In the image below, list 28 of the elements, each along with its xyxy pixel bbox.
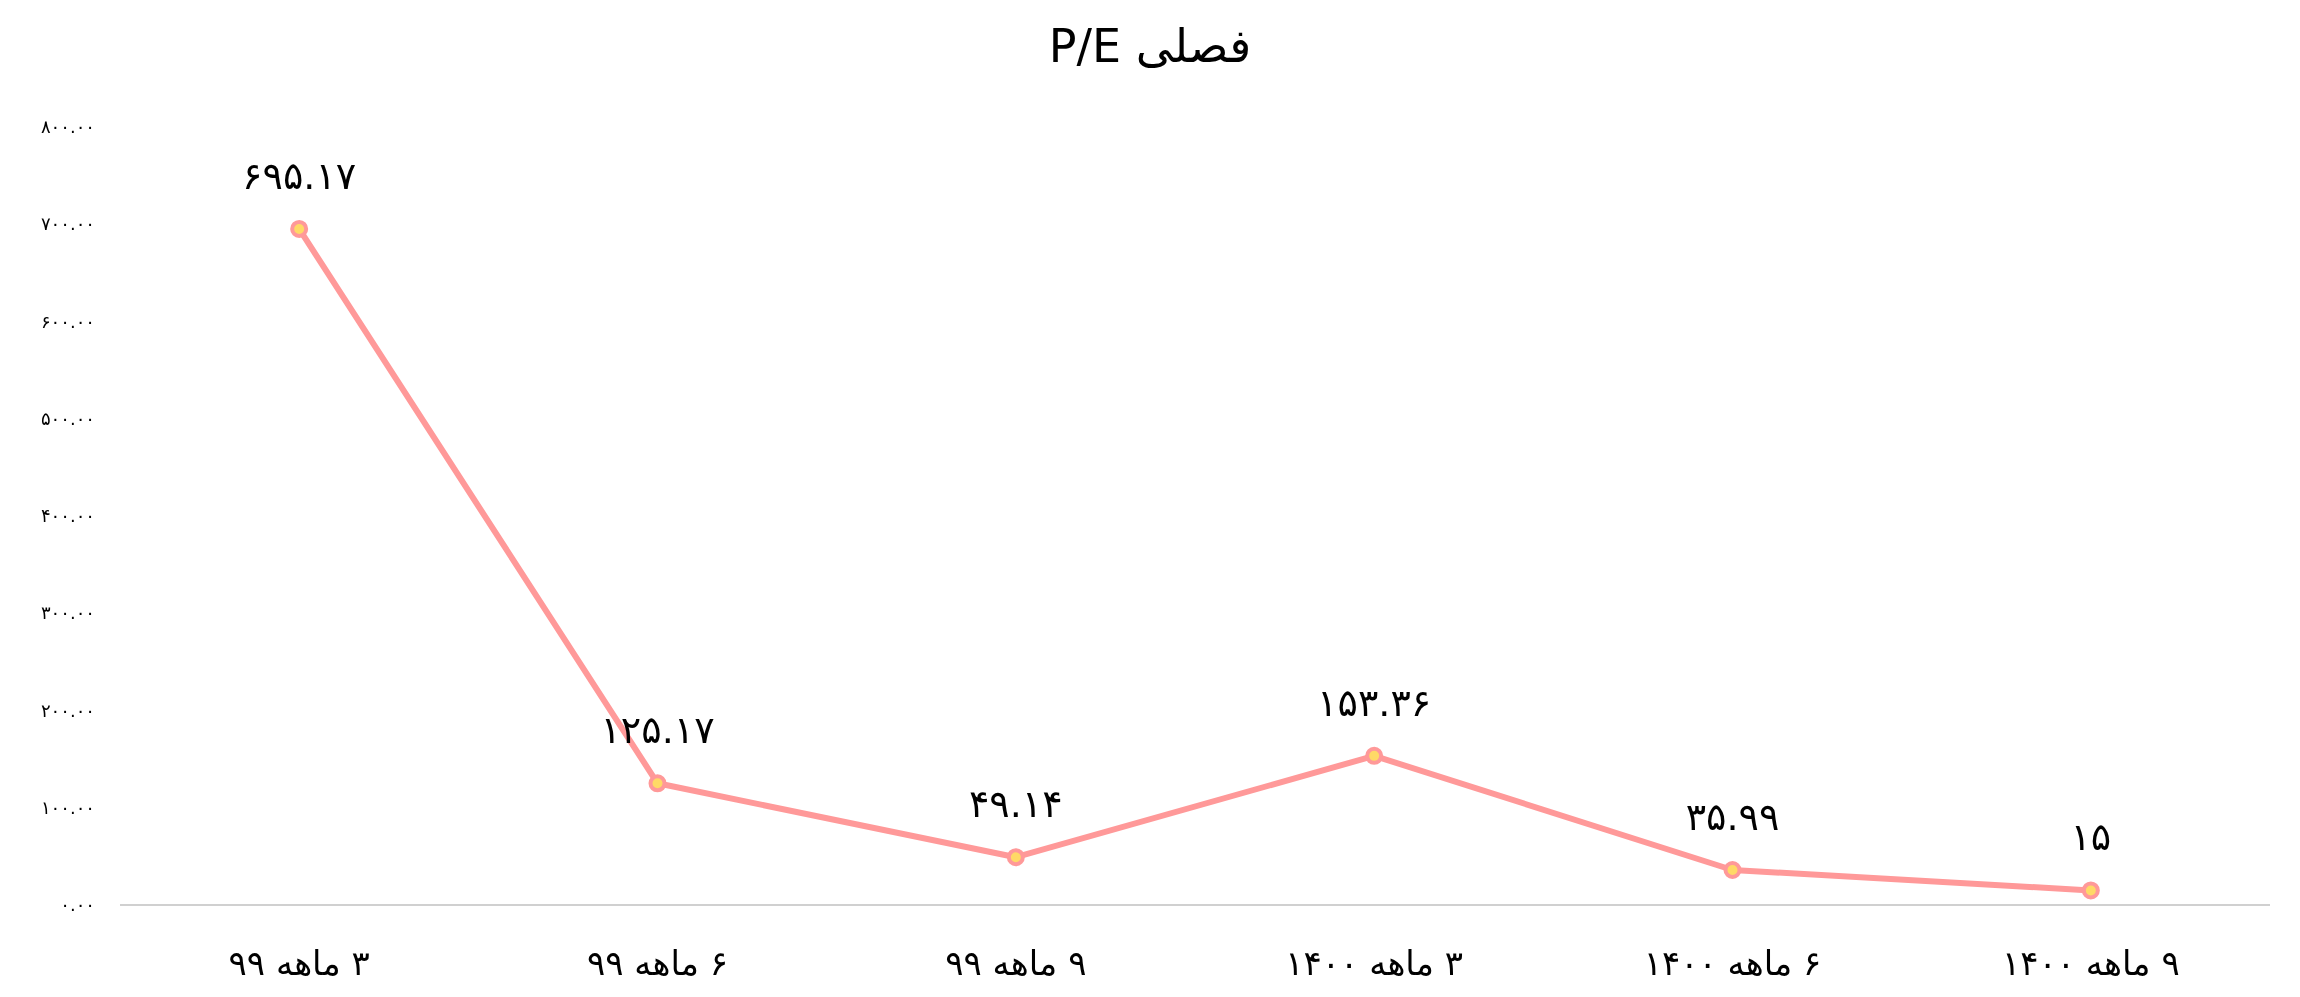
point bbox=[290, 219, 309, 238]
point bbox=[1365, 746, 1384, 765]
x-tick-label: ۳ ماهه ۱۴۰۰ bbox=[1285, 943, 1463, 983]
data-label: ۴۹.۱۴ bbox=[968, 782, 1063, 827]
point bbox=[648, 774, 667, 793]
point bbox=[2081, 881, 2100, 900]
data-label: ۶۹۵.۱۷ bbox=[242, 153, 357, 198]
y-tick-label: ۲۰۰.۰۰ bbox=[40, 699, 95, 721]
y-tick-label: ۱۰۰.۰۰ bbox=[40, 796, 95, 818]
y-tick-label: ۴۰۰.۰۰ bbox=[40, 505, 95, 526]
y-tick-label: ۸۰۰.۰۰ bbox=[40, 116, 95, 137]
point bbox=[1006, 848, 1025, 867]
x-tick-label: ۹ ماهه ۹۹ bbox=[945, 943, 1087, 983]
data-label: ۳۵.۹۹ bbox=[1685, 795, 1780, 839]
y-tick-label: ۳۰۰.۰۰ bbox=[40, 602, 95, 624]
y-tick-label: ۵۰۰.۰۰ bbox=[40, 407, 95, 429]
x-tick-label: ۶ ماهه ۹۹ bbox=[586, 943, 729, 983]
point bbox=[1723, 861, 1742, 879]
chart-title: P/E فصلی bbox=[1048, 19, 1252, 73]
y-tick-label: ۶۰۰.۰۰ bbox=[40, 310, 95, 332]
x-tick-label: ۳ ماهه ۹۹ bbox=[228, 943, 370, 983]
x-tick-label: ۶ ماهه ۱۴۰۰ bbox=[1643, 943, 1822, 983]
x-tick-label: ۹ ماهه ۱۴۰۰ bbox=[2002, 943, 2180, 983]
y-tick-label: ۷۰۰.۰۰ bbox=[40, 213, 95, 235]
data-label: ۱۲۵.۱۷ bbox=[600, 708, 715, 753]
y-tick-label: ۰.۰۰ bbox=[60, 894, 95, 915]
data-label: ۱۵۳.۳۶ bbox=[1317, 680, 1432, 725]
data-label: ۱۵ bbox=[2070, 815, 2112, 860]
